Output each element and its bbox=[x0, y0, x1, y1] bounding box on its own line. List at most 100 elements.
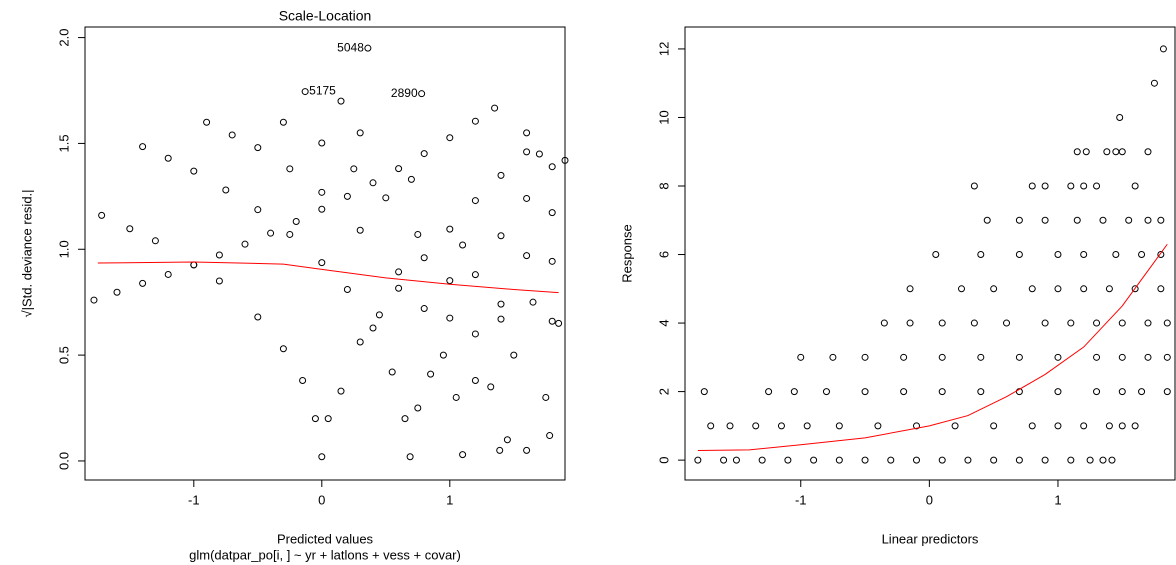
point bbox=[548, 163, 556, 171]
point bbox=[343, 285, 351, 293]
point bbox=[1041, 319, 1049, 327]
y-tick-label: 0.5 bbox=[56, 346, 71, 364]
point bbox=[1157, 251, 1165, 259]
point bbox=[311, 415, 319, 423]
point bbox=[938, 456, 946, 464]
point bbox=[395, 284, 403, 292]
point bbox=[822, 388, 830, 396]
point bbox=[1080, 285, 1088, 293]
point bbox=[1131, 422, 1139, 430]
point bbox=[414, 230, 422, 238]
point bbox=[1163, 319, 1171, 327]
point bbox=[861, 456, 869, 464]
point bbox=[1118, 422, 1126, 430]
point bbox=[241, 240, 249, 248]
point bbox=[758, 456, 766, 464]
point bbox=[279, 118, 287, 126]
point bbox=[1159, 45, 1167, 53]
point bbox=[1028, 422, 1036, 430]
y-tick-label: 1.5 bbox=[56, 134, 71, 152]
point bbox=[707, 422, 715, 430]
point bbox=[318, 205, 326, 213]
point-annotation: 5048 bbox=[337, 40, 364, 54]
point bbox=[1093, 182, 1101, 190]
point bbox=[414, 404, 422, 412]
point bbox=[343, 192, 351, 200]
point bbox=[139, 279, 147, 287]
point bbox=[970, 319, 978, 327]
y-axis-label: Response bbox=[619, 224, 634, 283]
point bbox=[471, 197, 479, 205]
point bbox=[350, 165, 358, 173]
point bbox=[471, 117, 479, 125]
point bbox=[535, 150, 543, 158]
point bbox=[912, 422, 920, 430]
point bbox=[1054, 422, 1062, 430]
point-annotation: 2890 bbox=[391, 86, 418, 100]
y-tick-label: 8 bbox=[656, 182, 671, 189]
point bbox=[318, 259, 326, 267]
point bbox=[906, 319, 914, 327]
smooth-line bbox=[97, 261, 559, 294]
point bbox=[810, 456, 818, 464]
point bbox=[491, 104, 499, 112]
point bbox=[542, 393, 550, 401]
point bbox=[471, 271, 479, 279]
y-tick-label: 2 bbox=[656, 388, 671, 395]
point bbox=[958, 285, 966, 293]
point bbox=[395, 268, 403, 276]
point bbox=[951, 422, 959, 430]
point bbox=[318, 453, 326, 461]
point bbox=[1131, 182, 1139, 190]
point bbox=[977, 251, 985, 259]
point bbox=[1144, 319, 1152, 327]
chart-title: Scale-Location bbox=[279, 8, 372, 24]
point bbox=[139, 143, 147, 151]
point bbox=[497, 300, 505, 308]
x-tick-label: 1 bbox=[1054, 492, 1061, 507]
point bbox=[938, 319, 946, 327]
point bbox=[732, 456, 740, 464]
point bbox=[1118, 353, 1126, 361]
point bbox=[1086, 456, 1094, 464]
point bbox=[446, 314, 454, 322]
point bbox=[694, 456, 702, 464]
point bbox=[1067, 456, 1075, 464]
point bbox=[887, 456, 895, 464]
point bbox=[1054, 388, 1062, 396]
point bbox=[388, 368, 396, 376]
point bbox=[523, 148, 531, 156]
point bbox=[990, 456, 998, 464]
point bbox=[190, 167, 198, 175]
point bbox=[555, 319, 563, 327]
point bbox=[561, 156, 569, 164]
point bbox=[835, 456, 843, 464]
x-axis-label: Linear predictors bbox=[882, 531, 979, 546]
point bbox=[292, 218, 300, 226]
point bbox=[1163, 388, 1171, 396]
point bbox=[318, 139, 326, 147]
point bbox=[299, 377, 307, 385]
point bbox=[548, 317, 556, 325]
point bbox=[546, 432, 554, 440]
point bbox=[1082, 148, 1090, 156]
point bbox=[1041, 216, 1049, 224]
point bbox=[222, 186, 230, 194]
point bbox=[286, 165, 294, 173]
point bbox=[912, 456, 920, 464]
point bbox=[1067, 182, 1075, 190]
x-tick-label: 1 bbox=[446, 492, 453, 507]
annotated-point bbox=[301, 88, 309, 96]
point bbox=[254, 206, 262, 214]
point bbox=[215, 277, 223, 285]
point bbox=[459, 241, 467, 249]
smooth-line bbox=[697, 243, 1168, 452]
point bbox=[1112, 148, 1120, 156]
point bbox=[228, 131, 236, 139]
point bbox=[1157, 216, 1165, 224]
point bbox=[1015, 251, 1023, 259]
point bbox=[964, 456, 972, 464]
point bbox=[990, 422, 998, 430]
point-annotation: 5175 bbox=[309, 84, 336, 98]
